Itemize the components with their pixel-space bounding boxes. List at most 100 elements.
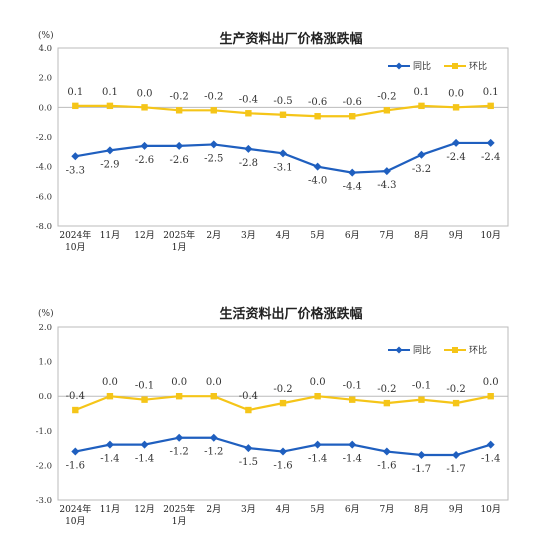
data-point	[209, 433, 218, 442]
x-tick-label: 7月	[379, 504, 394, 515]
data-label: -2.4	[446, 152, 465, 163]
data-label: -3.3	[66, 165, 85, 176]
data-label: -0.1	[412, 381, 431, 392]
data-point	[210, 107, 217, 114]
data-label: -2.8	[239, 158, 258, 169]
data-label: -0.2	[377, 91, 396, 102]
data-label: -0.6	[308, 97, 327, 108]
data-point	[245, 110, 252, 117]
y-tick-label: -2.0	[36, 461, 52, 471]
x-tick-label: 10月	[480, 230, 500, 241]
data-label: -1.4	[481, 454, 500, 465]
data-point	[141, 104, 148, 111]
data-point	[348, 168, 357, 177]
y-tick-label: 2.0	[38, 323, 52, 333]
chart-title: 生活资料出厂价格涨跌幅	[219, 306, 362, 322]
data-label: -0.1	[343, 381, 362, 392]
data-label: 0.0	[137, 88, 153, 99]
y-tick-label: -2.0	[36, 133, 52, 143]
chart-2: 生活资料出厂价格涨跌幅 (%) 2.0 1.0 0.0 -1.0 -2.0 -3.0 2024年…	[36, 306, 509, 527]
chart-title: 生产资料出厂价格涨跌幅	[219, 31, 362, 47]
data-label: 0.1	[102, 87, 118, 98]
data-point	[210, 393, 217, 400]
x-tick-label: 1月	[172, 516, 187, 527]
x-tick-label: 2024年	[59, 503, 91, 515]
data-label: -1.2	[204, 447, 223, 458]
data-label: -2.9	[100, 159, 119, 170]
data-point	[244, 144, 253, 153]
data-point	[452, 104, 460, 111]
data-point	[209, 140, 218, 149]
data-point	[279, 149, 287, 158]
x-tick-label: 12月	[134, 230, 154, 241]
x-tick-label: 7月	[379, 230, 394, 241]
x-tick-label: 12月	[134, 504, 154, 515]
data-label: -1.4	[343, 454, 362, 465]
legend-marker-1	[395, 346, 403, 354]
x-tick-label: 9月	[449, 504, 464, 515]
data-label: -0.4	[239, 94, 258, 105]
data-point	[486, 440, 495, 449]
data-label: -0.4	[239, 391, 258, 402]
data-point	[418, 102, 425, 110]
data-label: -2.6	[170, 155, 189, 166]
x-tick-label: 3月	[241, 230, 256, 241]
data-point	[244, 444, 253, 453]
data-point	[487, 102, 494, 110]
data-label: -1.6	[273, 461, 292, 472]
data-point	[452, 451, 461, 460]
x-tick-label: 2025年	[163, 229, 195, 241]
data-label: -3.2	[412, 164, 431, 175]
data-point	[452, 138, 461, 147]
data-label: -0.4	[66, 391, 85, 402]
x-tick-label: 5月	[310, 230, 325, 241]
data-point	[72, 102, 79, 110]
y-tick-label: 4.0	[38, 44, 52, 54]
x-tick-label: 11月	[100, 230, 120, 241]
data-point	[106, 102, 114, 110]
data-point	[313, 440, 322, 449]
x-tick-label: 9月	[449, 230, 464, 241]
x-tick-label: 6月	[345, 230, 360, 241]
legend-label-1: 同比	[413, 60, 431, 72]
x-tick-label: 6月	[345, 504, 360, 515]
data-point	[279, 111, 287, 118]
data-point	[382, 167, 391, 176]
data-point	[313, 162, 322, 171]
legend-label-1: 同比	[413, 344, 431, 356]
data-label: -0.2	[170, 91, 189, 102]
data-point	[452, 399, 460, 407]
data-point	[418, 396, 425, 403]
data-label: -1.7	[446, 464, 465, 475]
data-label: -2.6	[135, 155, 154, 166]
data-label: -0.2	[446, 384, 465, 395]
data-point	[72, 406, 79, 414]
data-label: -2.4	[481, 152, 500, 163]
data-label: -4.3	[377, 180, 396, 191]
plot-area	[57, 47, 509, 227]
data-point	[314, 113, 321, 120]
data-point	[383, 107, 391, 114]
data-label: -0.2	[377, 384, 396, 395]
y-tick-label: 2.0	[38, 74, 52, 84]
data-label: -1.2	[170, 447, 189, 458]
legend-label-2: 环比	[469, 60, 487, 72]
data-label: -1.6	[377, 461, 396, 472]
data-point	[175, 393, 183, 400]
legend-marker-2	[452, 347, 458, 353]
data-point	[417, 150, 426, 159]
data-point	[105, 146, 114, 155]
y-tick-label: 1.0	[38, 358, 52, 368]
x-tick-label: 2月	[206, 504, 221, 515]
data-label: -1.5	[239, 457, 258, 468]
data-label: -4.4	[343, 182, 362, 193]
y-unit-label: (%)	[38, 30, 54, 41]
x-tick-label: 5月	[310, 504, 325, 515]
data-point	[349, 113, 356, 120]
data-label: 0.0	[310, 377, 326, 388]
data-label: 0.0	[206, 377, 222, 388]
data-label: -0.1	[135, 381, 154, 392]
y-tick-label: -8.0	[36, 222, 52, 232]
